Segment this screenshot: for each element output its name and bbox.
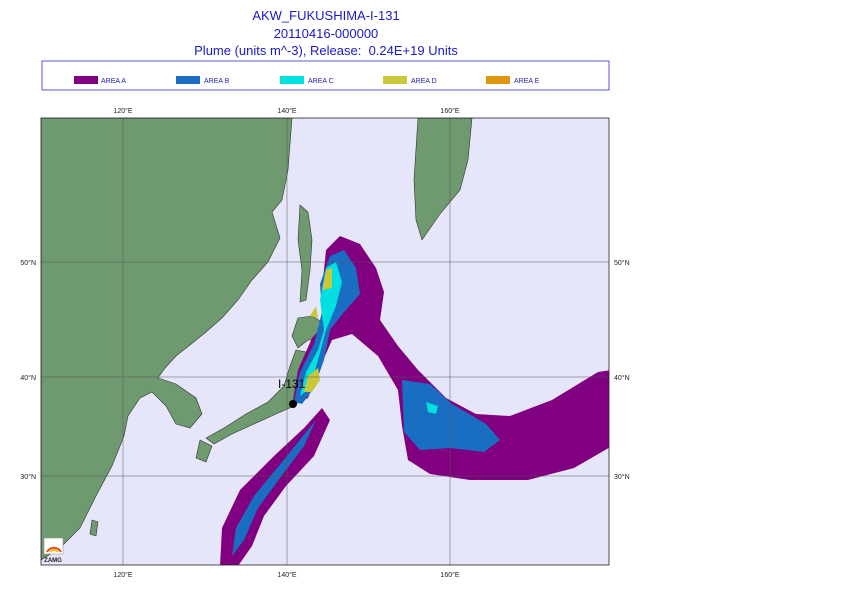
plume-area xyxy=(426,402,438,414)
plume-area xyxy=(232,420,316,556)
source-label: I-131 xyxy=(278,377,306,391)
legend-label: AREA E xyxy=(514,78,540,85)
logo-text: ZAMG xyxy=(44,558,62,564)
logo-arc xyxy=(46,546,62,553)
legend-box xyxy=(41,60,610,91)
lat-label: 40°N xyxy=(614,374,630,382)
lon-label: 160°E xyxy=(440,571,459,579)
lat-label: 30°N xyxy=(614,473,630,481)
plume-area xyxy=(310,306,318,318)
legend-label: AREA C xyxy=(308,78,334,85)
legend-swatch xyxy=(486,76,510,84)
logo-arc xyxy=(49,549,59,553)
lat-label: 40°N xyxy=(20,374,36,382)
legend-swatch xyxy=(383,76,407,84)
sakhalin xyxy=(297,204,313,303)
map xyxy=(41,118,609,565)
date: 20110416-000000 xyxy=(274,26,379,41)
legend-swatch xyxy=(176,76,200,84)
asia xyxy=(41,118,293,561)
plume-area xyxy=(322,268,332,290)
lat-label: 30°N xyxy=(20,473,36,481)
title: AKW_FUKUSHIMA-I-131 xyxy=(252,8,399,23)
legend-label: AREA A xyxy=(101,78,126,85)
taiwan xyxy=(89,519,99,537)
map-frame xyxy=(40,117,610,566)
legend-label: AREA D xyxy=(411,78,437,85)
graticule xyxy=(41,118,609,565)
lon-label: 120°E xyxy=(113,571,132,579)
legend-label: AREA B xyxy=(204,78,230,85)
legend: AREA A AREA B AREA C AREA D AREA E xyxy=(74,76,540,85)
lat-label: 50°N xyxy=(20,259,36,267)
kamchatka xyxy=(413,118,473,241)
logo: ZAMG xyxy=(43,537,64,564)
legend-swatch xyxy=(280,76,304,84)
lon-label: 140°E xyxy=(277,107,296,115)
lon-label: 140°E xyxy=(277,571,296,579)
plume-area xyxy=(292,236,609,480)
legend-swatch xyxy=(74,76,98,84)
lat-label: 50°N xyxy=(614,259,630,267)
lon-label: 160°E xyxy=(440,107,459,115)
subtitle: Plume (units m^-3), Release: 0.24E+19 Un… xyxy=(194,43,458,58)
plume-area xyxy=(300,262,342,396)
plume-area xyxy=(304,368,320,392)
source-marker xyxy=(289,400,297,408)
kyushu xyxy=(195,439,213,463)
plume-area xyxy=(402,380,500,452)
lon-label: 120°E xyxy=(113,107,132,115)
